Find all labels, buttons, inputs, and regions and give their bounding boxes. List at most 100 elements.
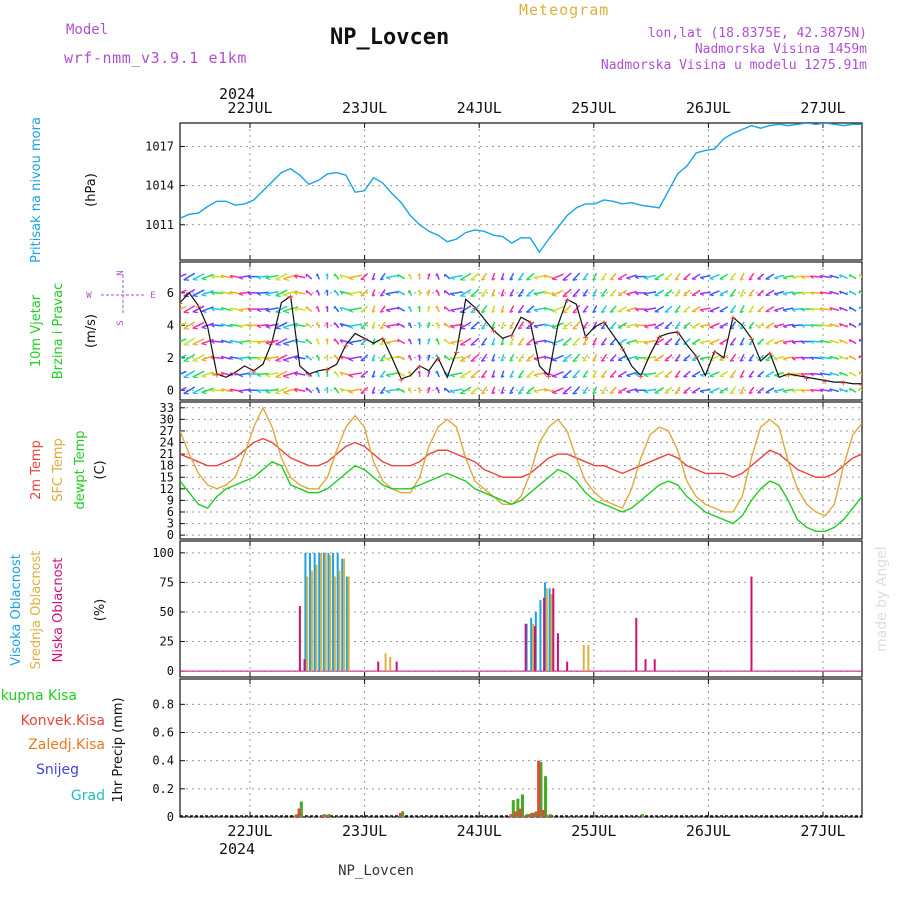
wind-barb-head	[427, 338, 431, 341]
wind-barb-head	[315, 338, 318, 342]
wind-barb	[819, 339, 831, 344]
wind-barb	[654, 273, 665, 280]
day-label-bottom: 24JUL	[457, 822, 502, 840]
wind-gust-marker: +	[638, 372, 644, 383]
wind-barb-head	[610, 294, 615, 297]
mid-cloud-bar	[324, 552, 327, 672]
wind-barb	[450, 372, 463, 376]
wind-barb	[229, 323, 241, 328]
wind-barb-head	[810, 373, 814, 377]
wind-barb	[609, 370, 617, 378]
wind-frame	[179, 261, 863, 401]
wind-barb	[562, 288, 572, 298]
wind-barb	[192, 338, 205, 346]
wind-barb	[509, 321, 515, 330]
wind-gust-marker: +	[748, 334, 754, 345]
wind-barb	[551, 289, 564, 296]
wind-barb	[664, 321, 673, 329]
wind-gust-marker: +	[269, 338, 275, 349]
station-title: NP_Lovcen	[330, 25, 449, 50]
wind-barb	[180, 321, 187, 327]
wind-barb-head	[562, 279, 568, 281]
wind-barb	[719, 273, 729, 280]
wind-barb	[379, 289, 386, 297]
wind-barb	[757, 354, 765, 361]
wind-barb	[480, 288, 488, 297]
wind-barb-head	[543, 372, 547, 376]
wind-barb-head	[192, 392, 198, 395]
wind-barb	[459, 289, 472, 297]
wind-barb-head	[848, 388, 851, 391]
wind-barb	[275, 289, 288, 297]
wind-barb-head	[848, 306, 851, 310]
wind-barb	[509, 337, 515, 346]
wind-barb	[748, 321, 755, 330]
wind-barb-head	[481, 375, 486, 379]
wind-barb	[626, 388, 637, 393]
wind-barb-head	[275, 295, 281, 297]
wind-barb-head	[427, 321, 431, 325]
low-cloud-bar	[635, 617, 638, 672]
wind-barb	[480, 369, 488, 379]
wind-barb-head	[518, 311, 523, 314]
wind-barb-head	[435, 354, 438, 358]
wind-barb	[533, 307, 546, 311]
high-cloud-label: Visoka Oblacnost	[9, 554, 24, 666]
mid-cloud-bar	[384, 653, 387, 672]
wind-barb-head	[210, 308, 215, 312]
wind-barb	[201, 290, 214, 296]
wind-barb-head	[562, 360, 568, 363]
wind-barb-head	[380, 375, 384, 378]
wind-barb	[791, 389, 804, 392]
wind-barb	[664, 386, 673, 394]
day-labels-top: 22JUL 23JUL 24JUL 25JUL 26JUL 27JUL	[227, 99, 845, 117]
wind-barb	[757, 289, 765, 297]
wind-barb-head	[601, 359, 606, 362]
mid-cloud-bar	[550, 594, 553, 672]
wind-barb	[572, 337, 581, 346]
wind-barb	[829, 339, 840, 344]
day-label-bottom: 25JUL	[571, 822, 616, 840]
wind-barb	[729, 321, 737, 330]
wind-barb-head	[740, 359, 744, 362]
wind-barb	[436, 289, 440, 297]
wind-barb	[360, 289, 369, 297]
day-label-top: 25JUL	[571, 99, 616, 117]
wind-barb	[397, 290, 406, 296]
wind-barb-head	[481, 392, 486, 395]
wind-barb	[562, 272, 572, 281]
wind-barb-head	[800, 324, 805, 329]
wind-barb-head	[339, 274, 344, 279]
wind-gust-marker: +	[712, 347, 718, 358]
wind-barb-head	[481, 310, 486, 314]
wind-arrows	[180, 272, 862, 395]
wind-barb	[626, 371, 637, 377]
wind-barb-head	[427, 386, 431, 390]
wind-barb	[509, 289, 515, 297]
total-rain-bar	[327, 814, 331, 817]
wind-barb	[562, 353, 572, 362]
wind-barb	[257, 275, 269, 278]
wind-barb-head	[385, 309, 391, 313]
wind-barb-head	[610, 327, 615, 330]
wind-barb-head	[315, 305, 318, 309]
wind-barb-head	[397, 323, 400, 327]
wind-barb-head	[730, 375, 735, 379]
wind-barb	[183, 386, 196, 395]
wind-barb-head	[572, 278, 578, 281]
wind-barb-head	[626, 342, 631, 345]
wind-barb-head	[275, 343, 281, 346]
wind-barb-head	[829, 291, 833, 295]
wind-gust-marker: +	[306, 370, 312, 381]
wind-barb	[858, 290, 862, 294]
wind-barb	[858, 273, 862, 278]
wind-gust-marker: +	[490, 326, 496, 337]
wind-gust-marker: +	[288, 292, 294, 303]
wind-barb-head	[256, 390, 262, 394]
wind-barb	[757, 387, 765, 394]
mid-cloud-bar	[310, 570, 313, 672]
wind-barb-head	[339, 371, 344, 377]
wind-barb	[348, 274, 362, 279]
wind-barb-head	[626, 326, 631, 329]
wind-barb	[819, 372, 831, 376]
